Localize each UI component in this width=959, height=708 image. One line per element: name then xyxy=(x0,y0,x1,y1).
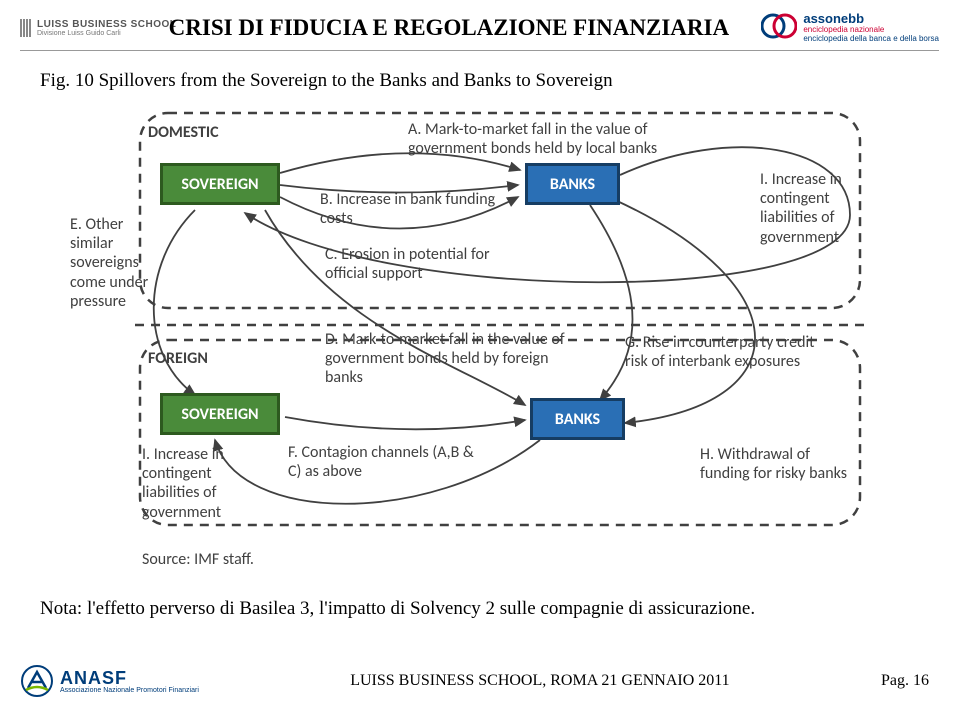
page-label: Pag. xyxy=(881,672,909,690)
node-domestic-banks: BANKS xyxy=(525,163,620,205)
anasf-sub: Associazione Nazionale Promotori Finanzi… xyxy=(60,687,199,694)
spillover-diagram: DOMESTIC FOREIGN SOVEREIGN BANKS SOVEREI… xyxy=(80,105,880,570)
assonebb-main: assonebb xyxy=(803,12,939,26)
label-G: G. Rise in counterparty credit risk of i… xyxy=(625,333,825,371)
node-domestic-sovereign: SOVEREIGN xyxy=(160,163,280,205)
label-F: F. Contagion channels (A,B & C) as above xyxy=(288,443,488,481)
section-foreign: FOREIGN xyxy=(148,349,208,368)
assonebb-logo-icon xyxy=(761,8,797,49)
label-I-bot: I. Increase in contingent liabilities of… xyxy=(142,445,252,522)
assonebb-sub2: enciclopedia della banca e della borsa xyxy=(803,35,939,44)
page-title: CRISI DI FIDUCIA E REGOLAZIONE FINANZIAR… xyxy=(136,15,761,41)
nota-text: Nota: l'effetto perverso di Basilea 3, l… xyxy=(40,598,755,620)
node-foreign-sovereign: SOVEREIGN xyxy=(160,393,280,435)
anasf-logo-block: ANASF Associazione Nazionale Promotori F… xyxy=(20,664,199,698)
anasf-main: ANASF xyxy=(60,669,199,687)
footer-page: Pag. 16 xyxy=(881,672,929,690)
diagram-source: Source: IMF staff. xyxy=(142,550,254,569)
label-B: B. Increase in bank funding costs xyxy=(320,190,500,228)
page-number: 16 xyxy=(913,672,929,690)
page-footer: ANASF Associazione Nazionale Promotori F… xyxy=(20,664,929,698)
label-I-top: I. Increase in contingent liabilities of… xyxy=(760,170,870,247)
luiss-stripes-icon xyxy=(20,19,31,37)
section-domestic: DOMESTIC xyxy=(148,123,219,142)
node-foreign-banks: BANKS xyxy=(530,398,625,440)
label-E: E. Other similar sovereigns come under p… xyxy=(70,215,170,311)
header-divider xyxy=(20,50,939,51)
page-header: LUISS BUSINESS SCHOOL Divisione Luiss Gu… xyxy=(20,8,939,48)
figure-caption: Fig. 10 Spillovers from the Sovereign to… xyxy=(40,70,613,92)
anasf-logo-icon xyxy=(20,664,54,698)
label-H: H. Withdrawal of funding for risky banks xyxy=(700,445,860,483)
assonebb-block: assonebb enciclopedia nazionale enciclop… xyxy=(761,8,939,49)
footer-center: LUISS BUSINESS SCHOOL, ROMA 21 GENNAIO 2… xyxy=(350,672,729,690)
label-A: A. Mark-to-market fall in the value of g… xyxy=(408,120,678,158)
label-D: D. Mark-to-market fall in the value of g… xyxy=(325,330,585,388)
label-C: C. Erosion in potential for official sup… xyxy=(325,245,505,283)
